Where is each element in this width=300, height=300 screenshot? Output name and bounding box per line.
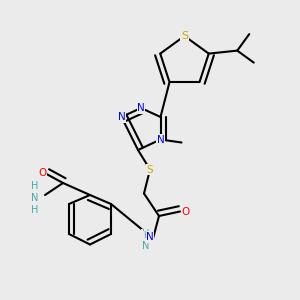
Text: S: S	[181, 31, 188, 41]
Text: H: H	[143, 231, 150, 240]
Text: H
N: H N	[142, 229, 149, 251]
Text: S: S	[147, 164, 153, 175]
Text: N: N	[118, 112, 125, 122]
Text: H
N
H: H N H	[31, 182, 38, 214]
Text: O: O	[38, 167, 46, 178]
Text: N: N	[146, 232, 154, 242]
Text: N: N	[157, 134, 164, 145]
Text: O: O	[181, 206, 190, 217]
Text: N: N	[137, 103, 145, 113]
